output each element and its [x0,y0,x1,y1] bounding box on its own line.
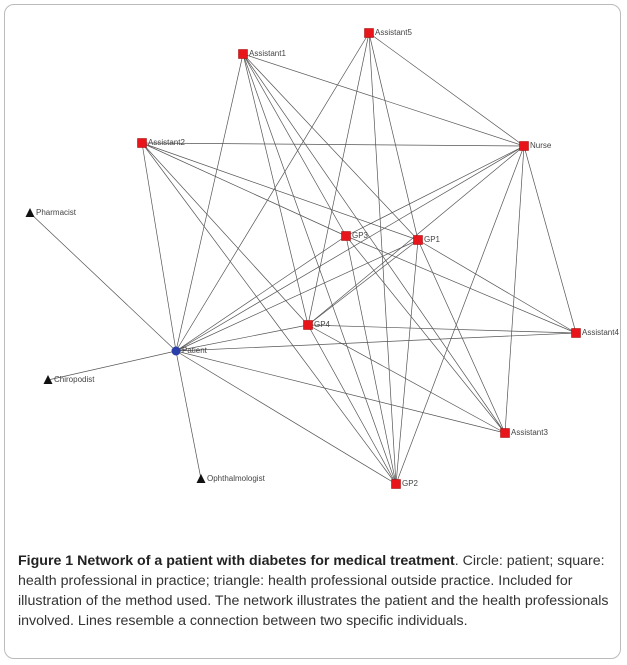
node-label: Patient [182,346,208,355]
edge [242,53,419,241]
node-label: Assistant4 [582,328,619,337]
edge [504,145,525,434]
edge [175,350,506,434]
edge [368,32,525,147]
node-label: Assistant5 [375,28,412,37]
node-label: Chiropodist [54,375,95,384]
node-label: Nurse [530,141,552,150]
edge [242,53,525,147]
figure-frame [4,4,621,659]
edge [47,350,177,381]
node-square [391,479,401,489]
node-square [303,320,313,330]
edge [141,142,347,237]
node-square [137,138,147,148]
edge [307,239,419,326]
node-square [500,428,510,438]
node-label: Assistant1 [249,49,286,58]
edge [175,53,244,352]
network: Assistant5 Assistant1 Assistant2 Nurse Pharm… [25,28,619,489]
edge [175,235,347,352]
edge [242,53,309,326]
edge [307,324,397,485]
node-square [238,49,248,59]
edge [368,32,419,241]
edge [141,142,309,326]
node-label: Assistant2 [148,138,185,147]
edge [175,239,419,352]
caption-text: . Circle: patient; square: health profes… [18,553,609,629]
node-label: GP3 [352,231,369,240]
edge [417,239,577,334]
node-label: GP2 [402,479,419,488]
node-label: Pharmacist [36,208,77,217]
node-triangle [43,375,53,384]
node-triangle [196,474,206,483]
edge [417,239,506,434]
edge [141,142,419,241]
edge [29,212,177,352]
node-square [341,231,351,241]
edge [175,350,397,485]
edge [523,145,577,334]
edge [141,142,177,352]
edge [395,145,525,485]
node-square [413,235,423,245]
edge [242,53,506,434]
edge [345,235,506,434]
node-label: Ophthalmologist [207,474,266,483]
edge [175,145,525,352]
caption: Figure 1 Network of a patient with diabe… [18,551,612,631]
edge [175,324,309,352]
edge [307,324,577,334]
node-label: Assistant3 [511,428,548,437]
edge [175,332,577,352]
edge [345,235,577,334]
node-square [519,141,529,151]
caption-title: Figure 1 Network of a patient with diabe… [18,553,455,569]
edge [175,32,370,352]
node-square [571,328,581,338]
node-label: GP4 [314,320,331,329]
edge [368,32,397,485]
node-label: GP1 [424,235,441,244]
node-square [364,28,374,38]
edge [141,142,397,485]
edge [307,32,370,326]
edge [345,145,525,237]
edge [242,53,347,237]
edge [175,350,202,480]
edge [345,235,397,485]
edge [307,324,506,434]
edge [141,142,525,147]
edge [395,239,419,485]
node-triangle [25,208,35,217]
node-circle [171,346,181,356]
